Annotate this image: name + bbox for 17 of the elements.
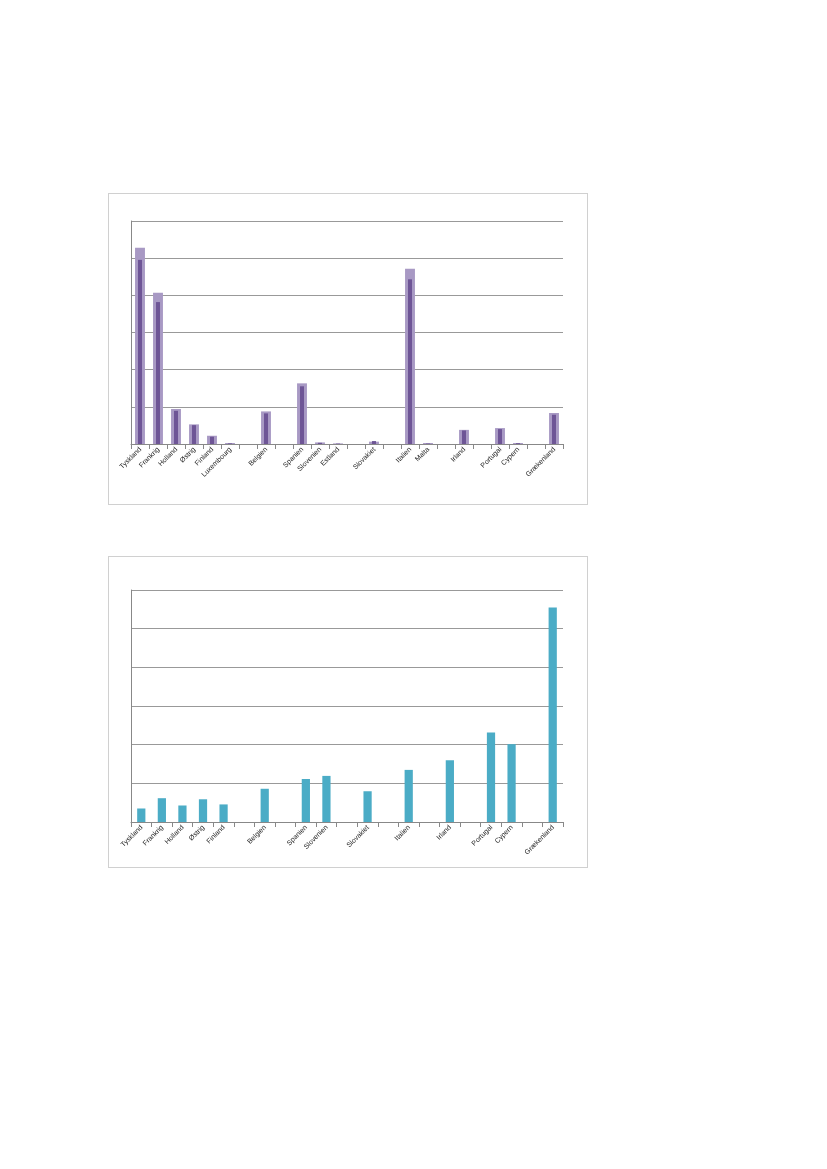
bar bbox=[178, 805, 187, 822]
bar bbox=[404, 769, 413, 822]
bar bbox=[157, 798, 166, 822]
bar bbox=[198, 799, 208, 822]
bar bbox=[260, 788, 269, 822]
bar bbox=[138, 259, 142, 444]
bar bbox=[548, 607, 557, 822]
bar bbox=[507, 744, 516, 822]
bar bbox=[137, 808, 146, 822]
bar bbox=[219, 804, 228, 822]
bar bbox=[363, 791, 372, 822]
bar bbox=[156, 302, 160, 444]
bar bbox=[445, 760, 454, 822]
bar bbox=[486, 732, 496, 822]
bar bbox=[322, 775, 331, 822]
bar bbox=[408, 279, 412, 444]
bar bbox=[301, 779, 310, 822]
